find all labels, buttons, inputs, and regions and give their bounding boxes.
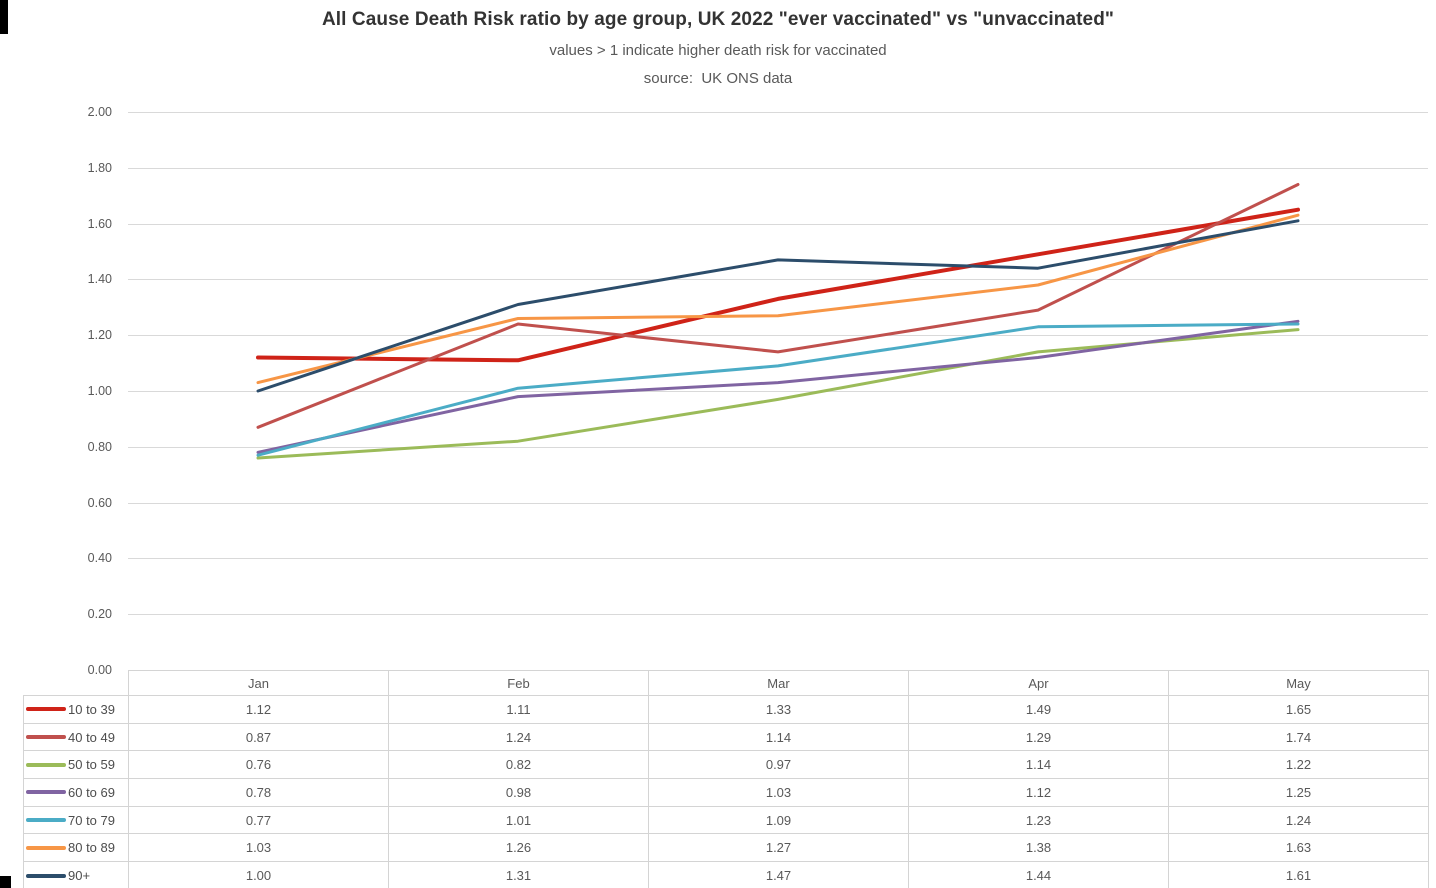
value-cell: 1.29 (908, 722, 1169, 752)
column-header-feb: Feb (388, 670, 649, 696)
value-cell: 1.38 (908, 833, 1169, 863)
value-cell: 1.00 (128, 861, 389, 888)
legend-swatch (26, 790, 66, 795)
chart-source-note: source: UK ONS data (643, 70, 793, 87)
y-axis-tick-label: 0.80 (87, 439, 112, 454)
value-cell: 0.76 (128, 750, 389, 780)
y-axis-tick-label: 1.00 (87, 384, 112, 398)
screen-edge-artifact-top (0, 0, 8, 34)
value-cell: 1.03 (648, 778, 909, 807)
value-cell: 0.98 (388, 778, 649, 807)
value-cell: 1.49 (908, 695, 1169, 724)
value-cell: 1.26 (388, 833, 649, 863)
y-axis-tick-label: 1.80 (87, 160, 112, 175)
y-axis-tick-label: 0.00 (87, 663, 112, 677)
legend-cell: 60 to 69 (23, 778, 129, 807)
series-label: 70 to 79 (68, 812, 115, 828)
legend-cell: 10 to 39 (23, 695, 129, 724)
value-cell: 1.12 (128, 695, 389, 724)
value-cell: 1.25 (1168, 778, 1429, 807)
value-cell: 1.63 (1168, 833, 1429, 863)
value-cell: 1.09 (648, 805, 909, 835)
y-axis-tick-label: 2.00 (87, 105, 112, 119)
y-axis-tick-label: 1.20 (87, 328, 112, 343)
legend-cell: 70 to 79 (23, 805, 129, 835)
chart-title: All Cause Death Risk ratio by age group,… (321, 9, 1115, 30)
value-cell: 1.12 (908, 778, 1169, 807)
column-header-may: May (1168, 670, 1429, 696)
value-cell: 1.27 (648, 833, 909, 863)
value-cell: 1.31 (388, 861, 649, 888)
value-cell: 1.14 (648, 722, 909, 752)
legend-swatch (26, 873, 66, 878)
value-cell: 1.22 (1168, 750, 1429, 780)
series-label: 90+ (68, 867, 91, 883)
legend-cell: 90+ (23, 861, 129, 888)
y-axis-tick-label: 0.20 (87, 607, 112, 622)
series-label: 10 to 39 (68, 701, 115, 717)
value-cell: 0.97 (648, 750, 909, 780)
table-row: 70 to 79 0.77 1.01 1.09 1.23 1.24 (23, 805, 1429, 835)
table-row: 90+ 1.00 1.31 1.47 1.44 1.61 (23, 861, 1429, 888)
series-line-40-to-49 (256, 183, 1300, 429)
legend-cell: 80 to 89 (23, 833, 129, 863)
y-axis-tick-label: 0.60 (87, 495, 112, 510)
value-cell: 0.77 (128, 805, 389, 835)
value-cell: 1.44 (908, 861, 1169, 888)
series-line-50-to-59 (256, 328, 1300, 460)
chart-subtitle: values > 1 indicate higher death risk fo… (549, 42, 887, 59)
value-cell: 1.03 (128, 833, 389, 863)
table-row: 10 to 39 1.12 1.11 1.33 1.49 1.65 (23, 695, 1429, 724)
series-line-60-to-69 (256, 319, 1300, 454)
column-header-apr: Apr (908, 670, 1169, 696)
series-label: 60 to 69 (68, 784, 115, 800)
screen-edge-artifact-bottom (0, 876, 11, 888)
value-cell: 0.87 (128, 722, 389, 752)
value-cell: 1.11 (388, 695, 649, 724)
y-axis-tick-label: 1.40 (87, 272, 112, 287)
value-cell: 1.65 (1168, 695, 1429, 724)
value-cell: 1.33 (648, 695, 909, 724)
series-line-70-to-79 (256, 322, 1300, 457)
column-header-jan: Jan (128, 670, 389, 696)
value-cell: 1.61 (1168, 861, 1429, 888)
legend-cell: 50 to 59 (23, 750, 129, 780)
value-cell: 0.82 (388, 750, 649, 780)
value-cell: 1.24 (1168, 805, 1429, 835)
table-row: 40 to 49 0.87 1.24 1.14 1.29 1.74 (23, 722, 1429, 752)
legend-swatch (26, 845, 66, 850)
series-label: 50 to 59 (68, 757, 115, 773)
table-row: 50 to 59 0.76 0.82 0.97 1.14 1.22 (23, 750, 1429, 780)
y-axis-tick-label: 1.60 (87, 216, 112, 231)
series-label: 80 to 89 (68, 840, 115, 856)
table-header-row: Jan Feb Mar Apr May (24, 670, 1429, 696)
table-corner-spacer (24, 671, 129, 696)
value-cell: 0.78 (128, 778, 389, 807)
value-cell: 1.23 (908, 805, 1169, 835)
series-label: 40 to 49 (68, 729, 115, 745)
value-cell: 1.47 (648, 861, 909, 888)
series-line-80-to-89 (256, 213, 1300, 385)
value-cell: 1.74 (1168, 722, 1429, 752)
data-table: Jan Feb Mar Apr May 10 to 39 1.12 1.11 1.33 1.49 1… (23, 670, 1429, 888)
value-cell: 1.01 (388, 805, 649, 835)
legend-swatch (26, 735, 66, 740)
series-line-90+ (256, 219, 1300, 393)
column-header-mar: Mar (648, 670, 909, 696)
value-cell: 1.14 (908, 750, 1169, 780)
table-row: 80 to 89 1.03 1.26 1.27 1.38 1.63 (23, 833, 1429, 863)
legend-swatch (26, 762, 66, 767)
table-row: 60 to 69 0.78 0.98 1.03 1.12 1.25 (23, 778, 1429, 807)
y-axis-tick-label: 0.40 (87, 551, 112, 566)
legend-cell: 40 to 49 (23, 722, 129, 752)
legend-swatch (26, 818, 66, 823)
legend-swatch (26, 707, 66, 712)
value-cell: 1.24 (388, 722, 649, 752)
